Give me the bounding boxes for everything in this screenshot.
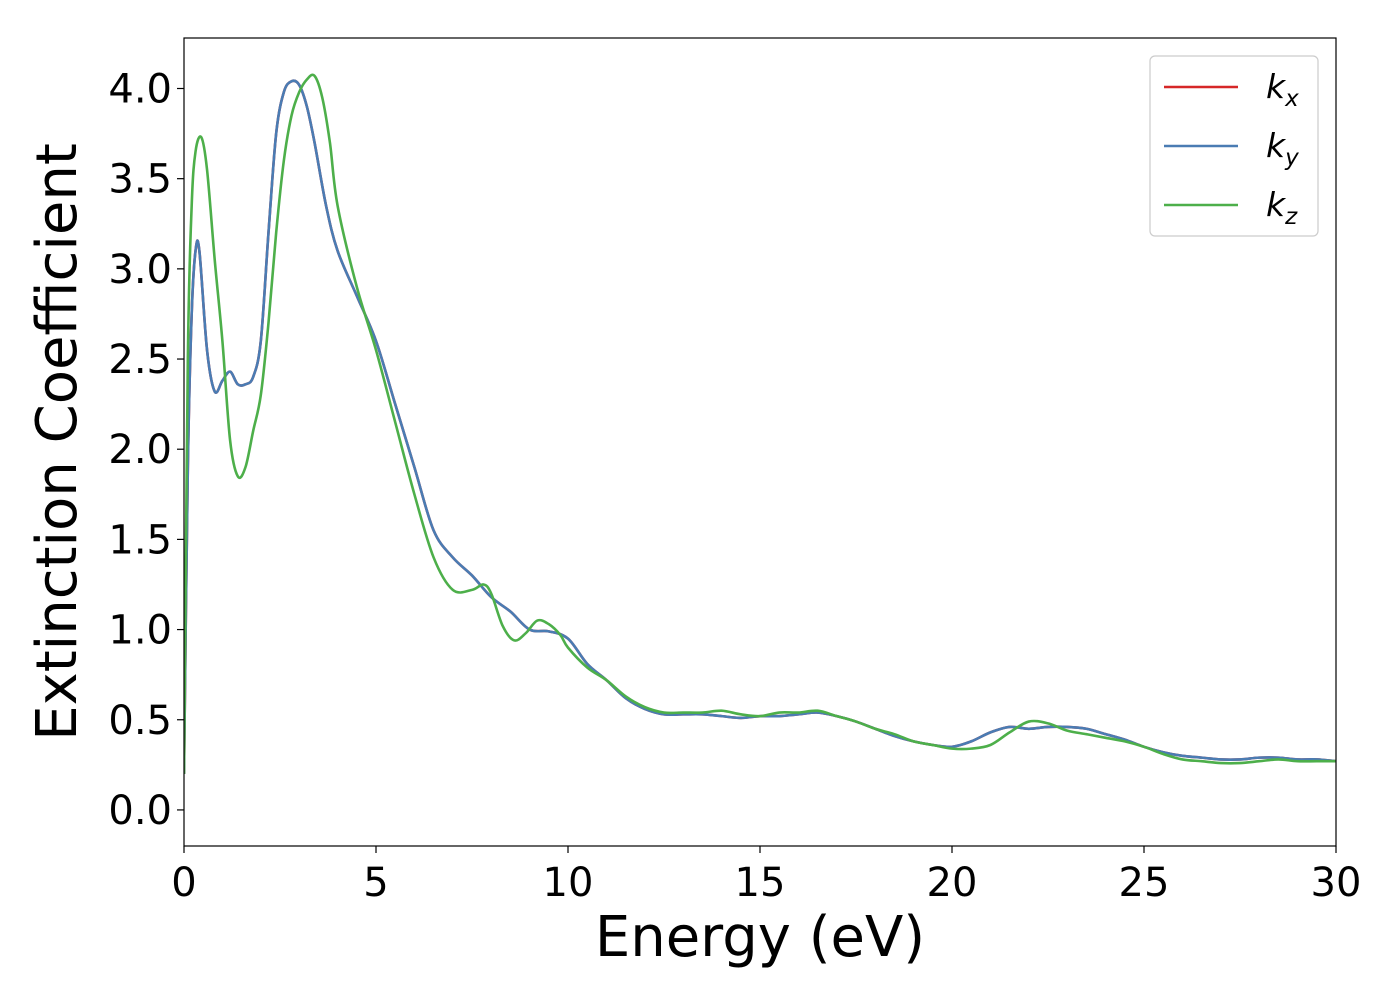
legend-label-ky: ky bbox=[1266, 126, 1299, 171]
y-tick-label: 1.5 bbox=[108, 517, 172, 563]
x-axis-ticks: 0 5 10 15 20 25 30 bbox=[171, 846, 1361, 906]
x-tick-label: 10 bbox=[543, 860, 594, 906]
series-line-kz bbox=[184, 73, 1336, 774]
x-tick-label: 15 bbox=[735, 860, 786, 906]
y-tick-label: 0.5 bbox=[108, 698, 172, 744]
y-tick-label: 1.0 bbox=[108, 608, 172, 654]
legend-label-kx: kx bbox=[1266, 67, 1299, 112]
legend-label-kz: kz bbox=[1266, 185, 1298, 230]
x-tick-label: 25 bbox=[1119, 860, 1170, 906]
x-tick-label: 20 bbox=[927, 860, 978, 906]
series-lines bbox=[184, 73, 1336, 774]
y-tick-label: 4.0 bbox=[108, 67, 172, 113]
y-tick-label: 2.0 bbox=[108, 427, 172, 473]
y-tick-label: 3.5 bbox=[108, 157, 172, 203]
y-tick-label: 3.0 bbox=[108, 247, 172, 293]
y-tick-label: 2.5 bbox=[108, 337, 172, 383]
x-tick-label: 30 bbox=[1311, 860, 1362, 906]
x-tick-label: 0 bbox=[171, 860, 196, 906]
x-tick-label: 5 bbox=[363, 860, 388, 906]
y-tick-label: 0.0 bbox=[108, 788, 172, 834]
x-axis-label: Energy (eV) bbox=[595, 905, 925, 970]
legend: kx ky kz bbox=[1149, 55, 1319, 237]
y-axis-ticks: 0.0 0.5 1.0 1.5 2.0 2.5 3.0 3.5 4.0 bbox=[108, 67, 184, 834]
y-axis-label: Extinction Coefficient bbox=[25, 143, 90, 741]
